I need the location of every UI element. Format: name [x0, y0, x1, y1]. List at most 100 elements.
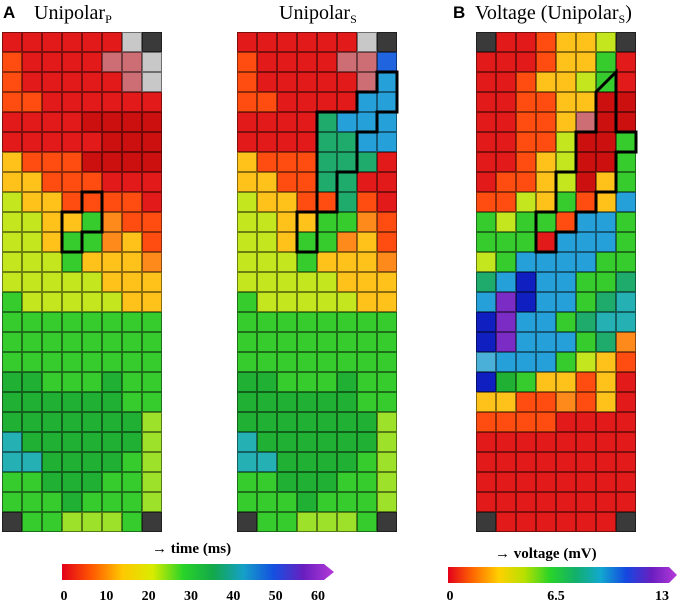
voltage-cell — [496, 392, 516, 412]
unipolar-p-cell — [82, 412, 102, 432]
unipolar-s-cell — [337, 72, 357, 92]
voltage-cell — [476, 392, 496, 412]
unipolar-p-cell — [2, 92, 22, 112]
voltage-cell — [616, 452, 636, 472]
unipolar-s-cell — [337, 272, 357, 292]
unipolar-p-cell — [82, 52, 102, 72]
unipolar-p-cell — [2, 332, 22, 352]
unipolar-p-cell — [142, 112, 162, 132]
unipolar-s-cell — [277, 472, 297, 492]
time-colorbar-tick-label: 20 — [141, 589, 156, 604]
voltage-cell — [516, 52, 536, 72]
voltage-cell — [616, 172, 636, 192]
voltage-cell — [616, 192, 636, 212]
unipolar-s-cell — [257, 192, 277, 212]
voltage-cell — [556, 312, 576, 332]
voltage-cell — [556, 352, 576, 372]
unipolar-s-cell — [237, 172, 257, 192]
unipolar-s-cell — [357, 192, 377, 212]
voltage-cell — [576, 132, 596, 152]
unipolar-s-cell — [337, 392, 357, 412]
unipolar-p-cell — [122, 232, 142, 252]
voltage-cell — [576, 232, 596, 252]
voltage-cell — [516, 492, 536, 512]
voltage-cell — [616, 392, 636, 412]
unipolar-s-cell — [337, 132, 357, 152]
unipolar-p-cell — [102, 52, 122, 72]
voltage-cell — [516, 472, 536, 492]
unipolar-s-cell — [337, 492, 357, 512]
unipolar-p-cell — [42, 332, 62, 352]
unipolar-p-cell — [142, 92, 162, 112]
unipolar-s-cell — [297, 212, 317, 232]
unipolar-p-cell — [102, 432, 122, 452]
unipolar-p-cell — [42, 132, 62, 152]
voltage-cell — [616, 472, 636, 492]
voltage-cell — [516, 512, 536, 532]
unipolar-p-cell — [142, 452, 162, 472]
voltage-cell — [576, 472, 596, 492]
unipolar-p-cell — [62, 372, 82, 392]
unipolar-p-cell — [142, 132, 162, 152]
unipolar-p-cell — [62, 352, 82, 372]
voltage-cell — [536, 32, 556, 52]
unipolar-s-cell — [317, 52, 337, 72]
unipolar-p-cell — [122, 512, 142, 532]
unipolar-s-cell — [277, 452, 297, 472]
unipolar-s-cell — [357, 132, 377, 152]
voltage-cell — [496, 192, 516, 212]
voltage-cell — [556, 192, 576, 212]
unipolar-s-cell — [357, 472, 377, 492]
unipolar-p-cell — [142, 272, 162, 292]
voltage-cell — [536, 512, 556, 532]
unipolar-s-cell — [317, 212, 337, 232]
unipolar-p-cell — [62, 512, 82, 532]
unipolar-s-cell — [237, 372, 257, 392]
voltage-cell — [516, 232, 536, 252]
unipolar-s-cell — [277, 252, 297, 272]
unipolar-s-cell — [377, 132, 397, 152]
voltage-cell — [516, 72, 536, 92]
unipolar-p-cell — [122, 72, 142, 92]
unipolar-p-cell — [22, 52, 42, 72]
unipolar-s-cell — [377, 392, 397, 412]
unipolar-s-activation-map — [237, 32, 397, 532]
voltage-cell — [476, 492, 496, 512]
voltage-title: Voltage (UnipolarS) — [475, 2, 632, 27]
voltage-colorbar-fill — [448, 567, 677, 583]
unipolar-p-cell — [142, 352, 162, 372]
unipolar-s-cell — [237, 252, 257, 272]
unipolar-s-cell — [377, 312, 397, 332]
unipolar-s-cell — [277, 32, 297, 52]
unipolar-s-cell — [297, 472, 317, 492]
unipolar-s-cell — [297, 152, 317, 172]
unipolar-p-cell — [22, 232, 42, 252]
unipolar-s-cell — [237, 432, 257, 452]
voltage-cell — [556, 52, 576, 72]
voltage-cell — [516, 352, 536, 372]
voltage-cell — [536, 92, 556, 112]
voltage-cell — [536, 472, 556, 492]
unipolar-p-cell — [62, 72, 82, 92]
unipolar-s-cell — [297, 112, 317, 132]
voltage-cell — [536, 112, 556, 132]
voltage-cell — [576, 412, 596, 432]
unipolar-p-cell — [82, 312, 102, 332]
unipolar-s-cell — [257, 132, 277, 152]
unipolar-s-cell — [317, 452, 337, 472]
unipolar-s-cell — [297, 432, 317, 452]
voltage-cell — [536, 332, 556, 352]
voltage-cell — [496, 152, 516, 172]
unipolar-s-cell — [337, 372, 357, 392]
unipolar-s-cell — [277, 312, 297, 332]
unipolar-p-cell — [122, 312, 142, 332]
voltage-cell — [476, 52, 496, 72]
voltage-cell — [616, 212, 636, 232]
voltage-cell — [476, 452, 496, 472]
unipolar-p-cell — [102, 272, 122, 292]
unipolar-p-cell — [82, 252, 102, 272]
unipolar-p-cell — [102, 412, 122, 432]
voltage-cell — [596, 212, 616, 232]
voltage-colorbar-tick-label: 6.5 — [547, 589, 565, 604]
unipolar-p-cell — [122, 112, 142, 132]
